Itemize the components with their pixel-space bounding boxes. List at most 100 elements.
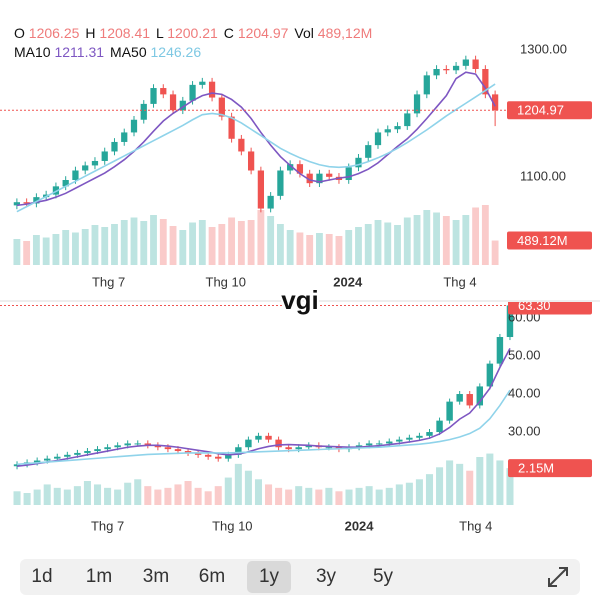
candle-body bbox=[472, 59, 479, 70]
volume-bar bbox=[140, 221, 148, 265]
volume-bar bbox=[101, 227, 109, 265]
candle-body bbox=[416, 435, 423, 438]
volume-bar bbox=[120, 220, 128, 265]
volume-bar bbox=[43, 484, 51, 505]
range-button[interactable]: 5y bbox=[372, 566, 394, 587]
volume-bar bbox=[91, 225, 99, 265]
ohlc-line: O 1206.25 H 1208.41 L 1200.21 C 1204.97 Vol … bbox=[14, 24, 378, 43]
candle-body bbox=[255, 435, 262, 440]
volume-bar bbox=[276, 224, 284, 265]
range-button[interactable]: 3m bbox=[142, 566, 170, 587]
range-button[interactable]: 1d bbox=[31, 566, 53, 587]
volume-bar bbox=[244, 470, 252, 505]
range-button[interactable]: 6m bbox=[198, 566, 226, 587]
volume-bar bbox=[114, 489, 122, 505]
range-button[interactable]: 1y bbox=[247, 561, 291, 593]
volume-bar bbox=[335, 236, 343, 265]
candle-body bbox=[238, 138, 245, 152]
x-tick-label: Thg 7 bbox=[91, 518, 124, 533]
range-button[interactable]: 3y bbox=[315, 566, 337, 587]
candle-body bbox=[174, 449, 182, 452]
candle-body bbox=[247, 151, 255, 171]
volume-bar bbox=[224, 477, 232, 505]
candle-body bbox=[23, 202, 30, 204]
x-tick-label: 2024 bbox=[345, 518, 375, 533]
volume-bar bbox=[472, 207, 480, 265]
range-button[interactable]: 1m bbox=[85, 566, 113, 587]
volume-bar bbox=[456, 463, 464, 505]
volume-bar bbox=[93, 484, 102, 505]
candle-body bbox=[54, 456, 61, 459]
ma-label: MA10 bbox=[14, 44, 51, 60]
volume-bar bbox=[104, 487, 112, 505]
volume-bar bbox=[42, 237, 50, 265]
candle-body bbox=[104, 447, 111, 450]
candle-body bbox=[208, 81, 216, 98]
candle-body bbox=[84, 451, 91, 453]
candle-body bbox=[154, 445, 162, 448]
candle-body bbox=[482, 69, 489, 95]
candle-body bbox=[355, 445, 363, 448]
volume-bar bbox=[174, 484, 182, 505]
price-tag bbox=[507, 101, 592, 120]
volume-bar bbox=[184, 481, 192, 505]
volume-tag bbox=[507, 231, 592, 250]
candle-body bbox=[111, 141, 118, 152]
expand-icon[interactable] bbox=[546, 565, 570, 589]
volume-bar bbox=[111, 224, 118, 265]
candle-body bbox=[144, 443, 152, 446]
volume-bar bbox=[415, 479, 423, 505]
candle-body bbox=[295, 447, 302, 450]
candle-body bbox=[491, 94, 499, 111]
volume-bar bbox=[413, 215, 421, 265]
x-tick-label: Thg 4 bbox=[459, 518, 492, 533]
x-tick-label: Thg 7 bbox=[92, 274, 125, 289]
volume-bar bbox=[355, 487, 363, 505]
candle-body bbox=[124, 443, 131, 446]
candle-body bbox=[101, 151, 108, 161]
candle-body bbox=[13, 202, 21, 206]
candle-body bbox=[452, 65, 460, 71]
candle-body bbox=[82, 165, 89, 171]
volume-bar bbox=[325, 487, 333, 505]
ohlc-value: 1208.41 bbox=[99, 25, 151, 41]
volume-bar bbox=[73, 486, 81, 505]
volume-bar bbox=[81, 229, 89, 265]
candle-body bbox=[433, 69, 440, 76]
volume-bar bbox=[442, 216, 450, 265]
volume-bar bbox=[13, 239, 21, 265]
volume-bar bbox=[296, 232, 304, 265]
candle-body bbox=[33, 197, 40, 204]
ma-line bbox=[16, 83, 496, 213]
candle-body bbox=[436, 420, 443, 433]
candle-body bbox=[305, 445, 312, 448]
candle-body bbox=[384, 129, 391, 133]
ma-line bbox=[16, 389, 511, 466]
candle-body bbox=[225, 454, 232, 459]
candle-body bbox=[160, 88, 167, 95]
candle-body bbox=[43, 458, 51, 461]
candle-body bbox=[140, 103, 147, 120]
candle-body bbox=[277, 170, 284, 196]
candle-body bbox=[150, 88, 157, 104]
volume-bar bbox=[218, 224, 226, 265]
candle-body bbox=[306, 173, 313, 184]
volume-bar bbox=[13, 491, 21, 505]
volume-bar bbox=[305, 487, 313, 505]
candle-body bbox=[257, 170, 265, 209]
volume-bar bbox=[481, 205, 489, 265]
candle-body bbox=[326, 173, 333, 177]
ohlc-value: 489,12M bbox=[317, 25, 373, 41]
candle-body bbox=[423, 75, 430, 95]
volume-bar bbox=[53, 487, 61, 505]
candle-body bbox=[316, 173, 323, 184]
volume-bar bbox=[275, 487, 283, 505]
volume-bar bbox=[345, 489, 353, 505]
candle-body bbox=[74, 452, 81, 455]
candle-body bbox=[355, 157, 362, 168]
candle-body bbox=[296, 164, 304, 174]
volume-bar bbox=[198, 220, 206, 265]
y-tick-label: 40.00 bbox=[508, 385, 541, 400]
